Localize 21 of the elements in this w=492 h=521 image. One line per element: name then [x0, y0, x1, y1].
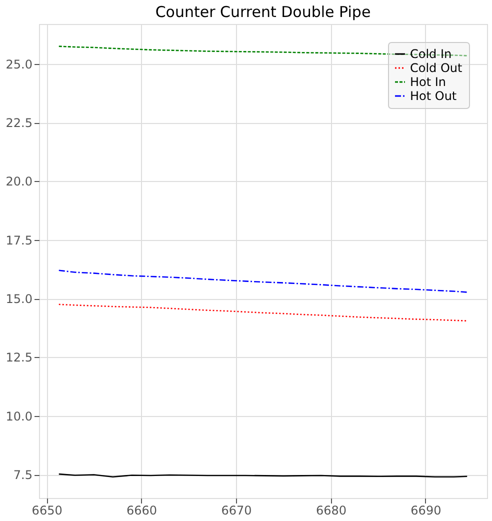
y-tick-label: 12.5 — [6, 350, 32, 365]
chart-title: Counter Current Double Pipe — [155, 3, 371, 21]
y-tick-label: 10.0 — [6, 409, 32, 424]
legend-label: Cold In — [410, 47, 452, 61]
y-tick-label: 20.0 — [6, 174, 32, 189]
legend-label: Hot Out — [410, 89, 457, 103]
line-series — [58, 46, 468, 56]
legend-label: Hot In — [410, 75, 446, 89]
legend-label: Cold Out — [410, 61, 463, 75]
line-series — [58, 304, 468, 322]
x-tick-label: 6680 — [316, 504, 346, 518]
y-tick-label: 22.5 — [6, 116, 32, 130]
y-tick-label: 7.5 — [13, 468, 32, 482]
x-tick-label: 6650 — [32, 504, 62, 518]
y-tick-label: 25.0 — [6, 57, 32, 72]
y-tick-label: 17.5 — [6, 233, 32, 248]
y-tick-label: 15.0 — [6, 292, 32, 306]
x-tick-label: 6660 — [126, 504, 158, 518]
x-tick-label: 6690 — [410, 504, 442, 518]
line-series — [58, 270, 468, 293]
x-tick-label: 6670 — [221, 504, 252, 518]
